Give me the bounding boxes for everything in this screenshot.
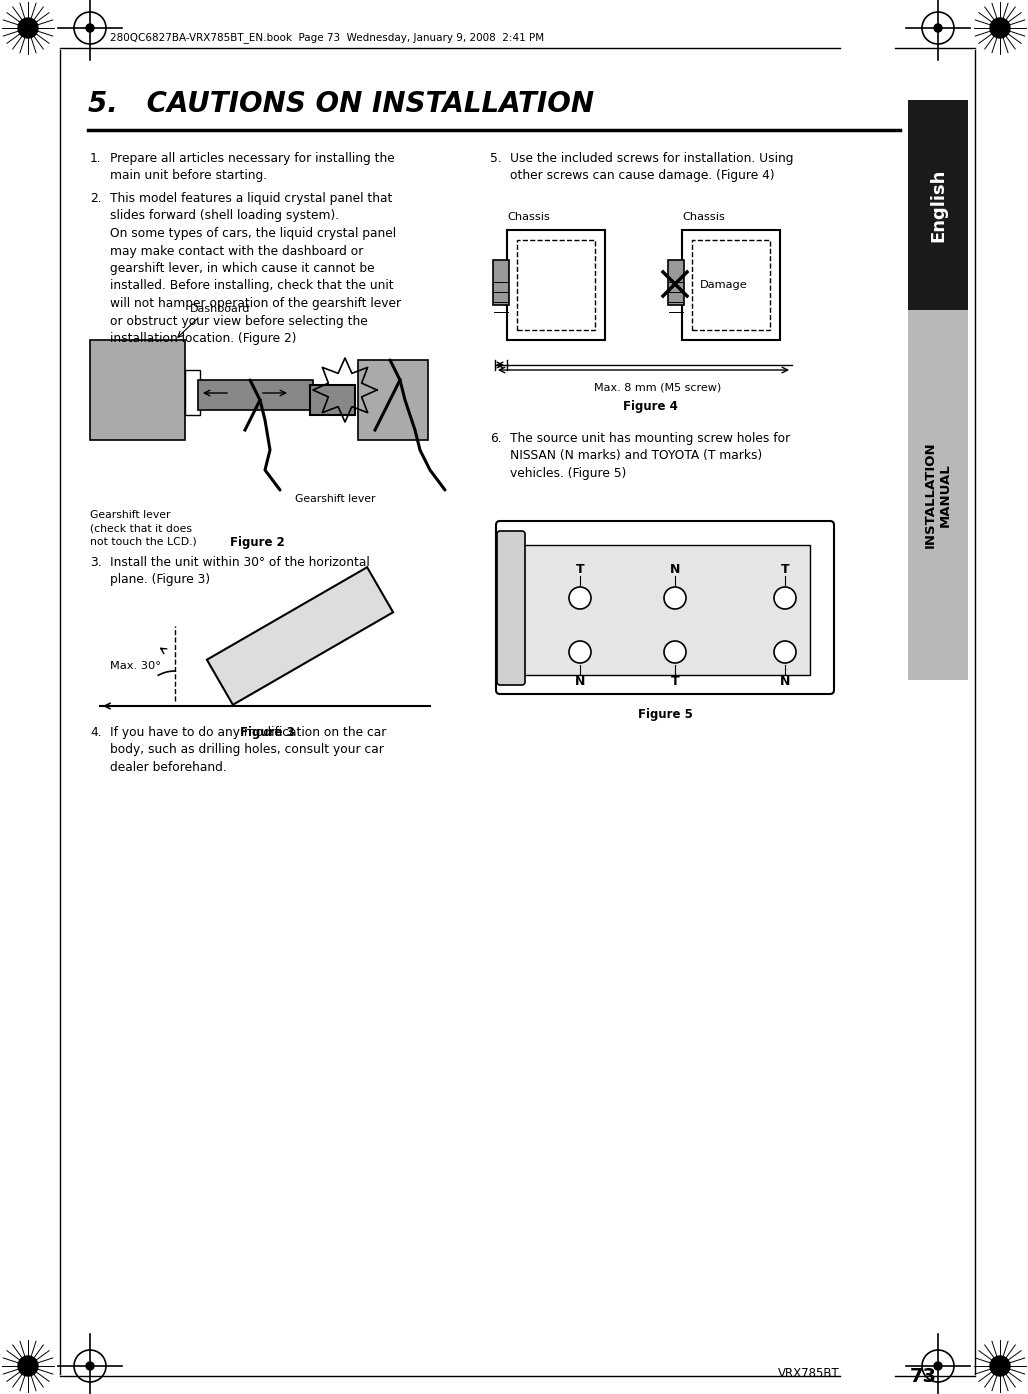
Bar	[207, 567, 393, 705]
Text: 3.: 3.	[90, 556, 102, 569]
Bar	[507, 230, 605, 340]
Bar	[310, 385, 355, 415]
Bar	[668, 261, 684, 305]
Text: N: N	[670, 563, 681, 576]
Bar	[908, 309, 968, 680]
Text: T: T	[670, 675, 680, 689]
Text: If you have to do any modification on the car
body, such as drilling holes, cons: If you have to do any modification on th…	[110, 726, 387, 774]
Text: Prepare all articles necessary for installing the
main unit before starting.: Prepare all articles necessary for insta…	[110, 152, 395, 183]
Bar	[198, 381, 313, 410]
Circle shape	[934, 1362, 942, 1370]
Bar	[517, 240, 595, 330]
Circle shape	[774, 587, 796, 609]
Text: Figure 5: Figure 5	[637, 708, 693, 721]
Text: Figure 3: Figure 3	[240, 726, 295, 739]
Text: 4.: 4.	[90, 726, 102, 739]
Circle shape	[664, 641, 686, 664]
Text: 6.: 6.	[490, 432, 502, 445]
Circle shape	[570, 641, 591, 664]
Bar	[908, 100, 968, 309]
Bar	[90, 340, 185, 441]
Text: N: N	[575, 675, 585, 689]
Text: Chassis: Chassis	[507, 212, 550, 222]
Text: 280QC6827BA-VRX785BT_EN.book  Page 73  Wednesday, January 9, 2008  2:41 PM: 280QC6827BA-VRX785BT_EN.book Page 73 Wed…	[110, 32, 544, 43]
Text: Dashboard: Dashboard	[190, 304, 251, 314]
Text: Gearshift lever: Gearshift lever	[295, 493, 375, 505]
Text: Max. 30°: Max. 30°	[110, 661, 161, 671]
Text: 5.   CAUTIONS ON INSTALLATION: 5. CAUTIONS ON INSTALLATION	[88, 91, 594, 118]
Text: This model features a liquid crystal panel that
slides forward (shell loading sy: This model features a liquid crystal pan…	[110, 192, 401, 344]
Bar	[358, 360, 428, 441]
Text: Figure 4: Figure 4	[623, 400, 677, 413]
Circle shape	[19, 1356, 38, 1376]
Text: VRX785BT: VRX785BT	[778, 1368, 840, 1380]
Text: INSTALLATION
MANUAL: INSTALLATION MANUAL	[924, 442, 952, 548]
Text: Figure 2: Figure 2	[230, 537, 285, 549]
Text: English: English	[929, 169, 947, 241]
Text: N: N	[780, 675, 791, 689]
Text: 73: 73	[910, 1368, 937, 1386]
Text: Damage: Damage	[700, 280, 747, 290]
Circle shape	[990, 18, 1009, 38]
Text: Use the included screws for installation. Using
other screws can cause damage. (: Use the included screws for installation…	[510, 152, 794, 183]
Circle shape	[19, 18, 38, 38]
Text: T: T	[780, 563, 790, 576]
Text: The source unit has mounting screw holes for
NISSAN (N marks) and TOYOTA (T mark: The source unit has mounting screw holes…	[510, 432, 791, 480]
Circle shape	[86, 24, 94, 32]
Circle shape	[934, 24, 942, 32]
Bar	[520, 545, 810, 675]
Circle shape	[664, 587, 686, 609]
Text: Chassis: Chassis	[682, 212, 725, 222]
Text: 2.: 2.	[90, 192, 102, 205]
Circle shape	[990, 1356, 1009, 1376]
Circle shape	[570, 587, 591, 609]
Text: 5.: 5.	[490, 152, 502, 164]
Text: Max. 8 mm (M5 screw): Max. 8 mm (M5 screw)	[594, 383, 721, 393]
Text: Install the unit within 30° of the horizontal
plane. (Figure 3): Install the unit within 30° of the horiz…	[110, 556, 370, 587]
Circle shape	[86, 1362, 94, 1370]
FancyBboxPatch shape	[497, 531, 525, 684]
Bar	[493, 261, 509, 305]
Polygon shape	[313, 358, 377, 422]
Text: T: T	[576, 563, 584, 576]
Text: 1.: 1.	[90, 152, 102, 164]
Bar	[185, 369, 200, 415]
Bar	[692, 240, 770, 330]
FancyBboxPatch shape	[495, 521, 834, 694]
Circle shape	[774, 641, 796, 664]
Text: Gearshift lever
(check that it does
not touch the LCD.): Gearshift lever (check that it does not …	[90, 510, 196, 546]
Bar	[682, 230, 780, 340]
